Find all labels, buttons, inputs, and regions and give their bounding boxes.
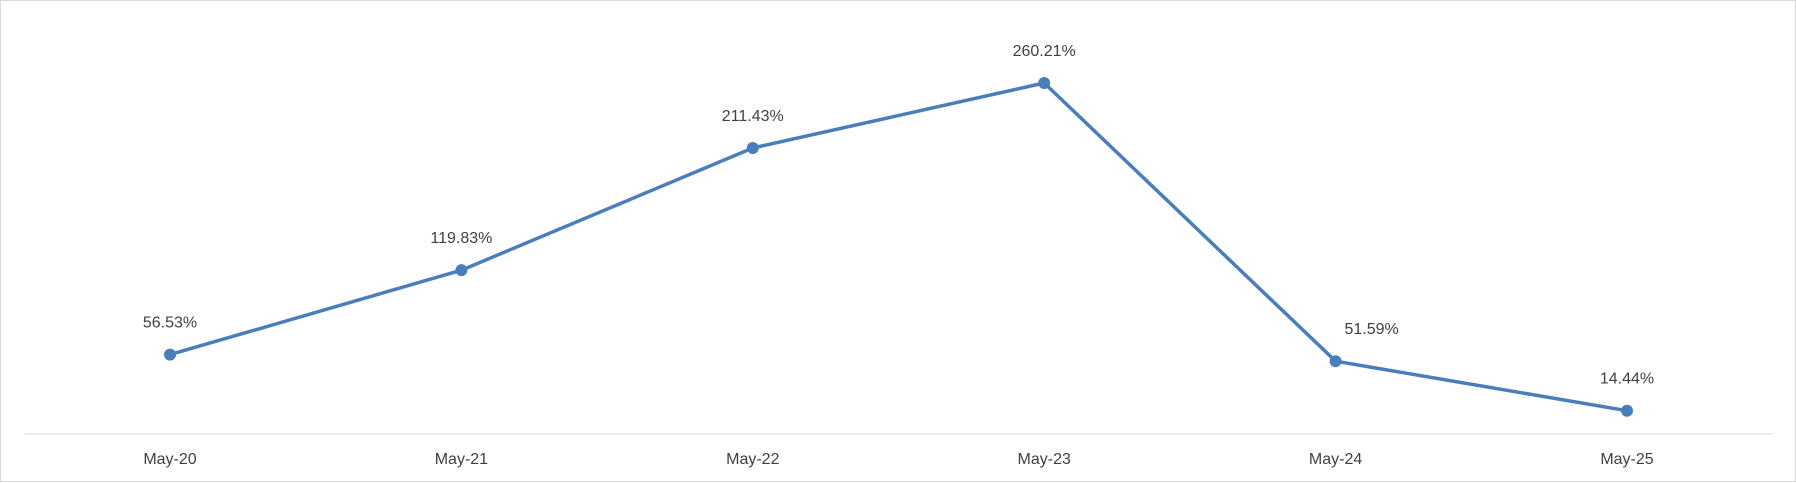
x-tick-label-may-25: May-25 xyxy=(1600,451,1653,468)
x-tick-label-may-24: May-24 xyxy=(1309,451,1362,468)
data-label-may-24: 51.59% xyxy=(1344,321,1398,338)
data-label-may-23: 260.21% xyxy=(1013,43,1076,60)
x-tick-label-may-23: May-23 xyxy=(1018,451,1071,468)
data-point-may-24[interactable] xyxy=(1329,355,1342,368)
data-point-may-25[interactable] xyxy=(1621,404,1633,417)
data-point-may-23[interactable] xyxy=(1038,76,1051,89)
series-layer: 56.53% 119.83% 211.43% 260.21% 51.59% 14.44% xyxy=(143,43,1654,417)
data-label-may-22: 211.43% xyxy=(722,108,784,125)
data-label-may-21: 119.83% xyxy=(430,230,492,247)
data-point-may-20[interactable] xyxy=(164,348,176,361)
data-point-may-21[interactable] xyxy=(455,264,468,277)
data-label-may-20: 56.53% xyxy=(143,315,197,332)
series-line xyxy=(168,81,1629,413)
x-tick-label-may-21: May-21 xyxy=(435,451,488,468)
data-point-may-22[interactable] xyxy=(746,142,759,155)
data-label-may-25: 14.44% xyxy=(1600,371,1654,388)
x-tick-label-may-20: May-20 xyxy=(143,451,196,468)
x-tick-label-may-22: May-22 xyxy=(726,451,779,468)
x-tick-labels: May-20 May-21 May-22 May-23 May-24 May-25 xyxy=(143,451,1653,468)
